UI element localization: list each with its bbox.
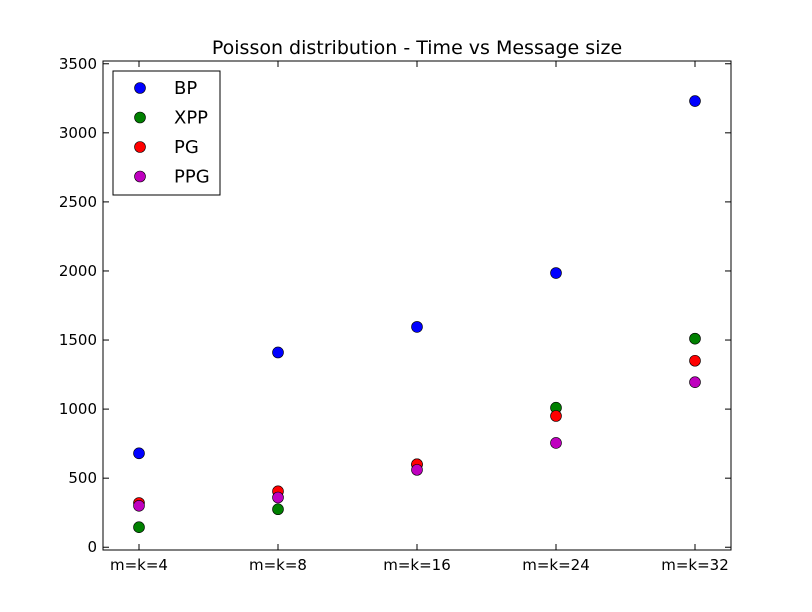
legend-marker-ppg	[134, 170, 146, 183]
data-point-bp	[272, 346, 284, 359]
legend-label: XPP	[174, 108, 208, 129]
y-tick-label: 0	[87, 538, 97, 556]
x-tick-label: m=k=32	[661, 556, 729, 574]
data-point-bp	[689, 95, 701, 107]
data-point-ppg	[133, 499, 145, 512]
data-point-pg	[550, 410, 562, 422]
y-tick-label: 2500	[59, 193, 97, 211]
data-point-bp	[411, 321, 423, 333]
data-point-ppg	[550, 437, 562, 449]
legend-label: BP	[174, 78, 197, 99]
legend-label: PPG	[174, 167, 210, 188]
legend-marker-pg	[134, 141, 146, 153]
data-point-ppg	[411, 464, 423, 476]
y-tick-label: 3000	[59, 124, 97, 142]
y-tick-label: 3500	[59, 55, 97, 73]
axis-ticks: 0 500 1000 1500 2000 2500 3000 3500 m=k=4 m=k=8 m=…	[59, 55, 731, 574]
x-tick-label: m=k=16	[383, 556, 451, 574]
x-tick-label: m=k=8	[249, 556, 307, 574]
x-tick-label: m=k=4	[110, 556, 168, 574]
legend-label: PG	[174, 137, 199, 158]
data-point-xpp	[689, 332, 701, 345]
plot-area-frame	[102, 60, 732, 551]
data-point-bp	[133, 447, 145, 460]
data-point-pg	[689, 354, 701, 367]
y-tick-label: 500	[68, 469, 97, 487]
data-point-xpp	[133, 521, 145, 534]
data-points	[133, 95, 701, 534]
data-point-xpp	[272, 503, 284, 516]
y-tick-label: 1500	[59, 331, 97, 349]
data-point-bp	[550, 267, 562, 279]
legend-box	[112, 70, 221, 196]
data-point-ppg	[272, 491, 284, 504]
chart-title: Poisson distribution - Time vs Message s…	[212, 37, 622, 59]
y-tick-label: 1000	[59, 400, 97, 418]
data-point-ppg	[689, 376, 701, 388]
legend: BP XPP PG PPG	[112, 70, 221, 196]
y-tick-label: 2000	[59, 262, 97, 280]
legend-marker-bp	[134, 82, 146, 94]
x-tick-label: m=k=24	[522, 556, 590, 574]
legend-marker-xpp	[134, 111, 146, 124]
